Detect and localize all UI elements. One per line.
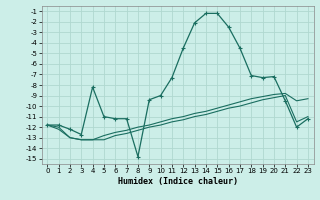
X-axis label: Humidex (Indice chaleur): Humidex (Indice chaleur) bbox=[118, 177, 237, 186]
